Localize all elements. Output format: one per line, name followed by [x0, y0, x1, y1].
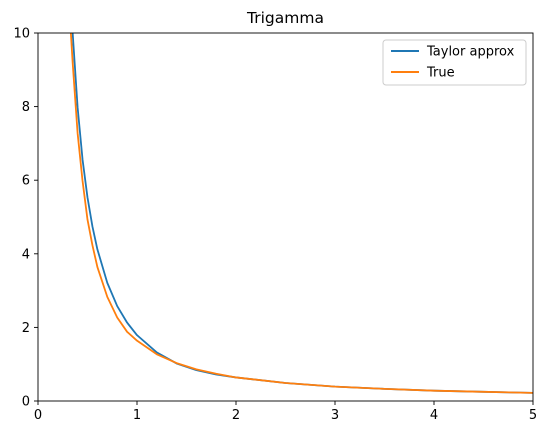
x-tick-label: 3	[331, 408, 339, 423]
x-tick-label: 4	[430, 408, 438, 423]
legend-label-true: True	[426, 66, 455, 81]
y-axis: 0 2 4 6 8 10	[13, 27, 38, 410]
x-tick-label: 2	[232, 408, 240, 423]
y-tick-label: 2	[22, 321, 30, 336]
series-layer	[69, 33, 533, 394]
y-tick-label: 4	[22, 247, 30, 262]
x-axis: 0 1 2 3 4 5	[34, 401, 537, 423]
legend-label-taylor: Taylor approx	[426, 45, 515, 60]
x-tick-label: 5	[529, 408, 537, 423]
series-line-true	[69, 33, 533, 394]
legend: Taylor approx True	[382, 39, 527, 86]
y-tick-label: 8	[22, 100, 30, 115]
y-tick-label: 0	[22, 395, 30, 410]
x-tick-label: 0	[34, 408, 42, 423]
plot-frame	[37, 32, 534, 402]
chart-title: Trigamma	[246, 9, 324, 27]
plot-area	[37, 32, 534, 402]
x-tick-label: 1	[133, 408, 141, 423]
series-line-taylor-approx	[71, 33, 533, 394]
y-tick-label: 10	[13, 27, 30, 42]
y-tick-label: 6	[22, 174, 30, 189]
